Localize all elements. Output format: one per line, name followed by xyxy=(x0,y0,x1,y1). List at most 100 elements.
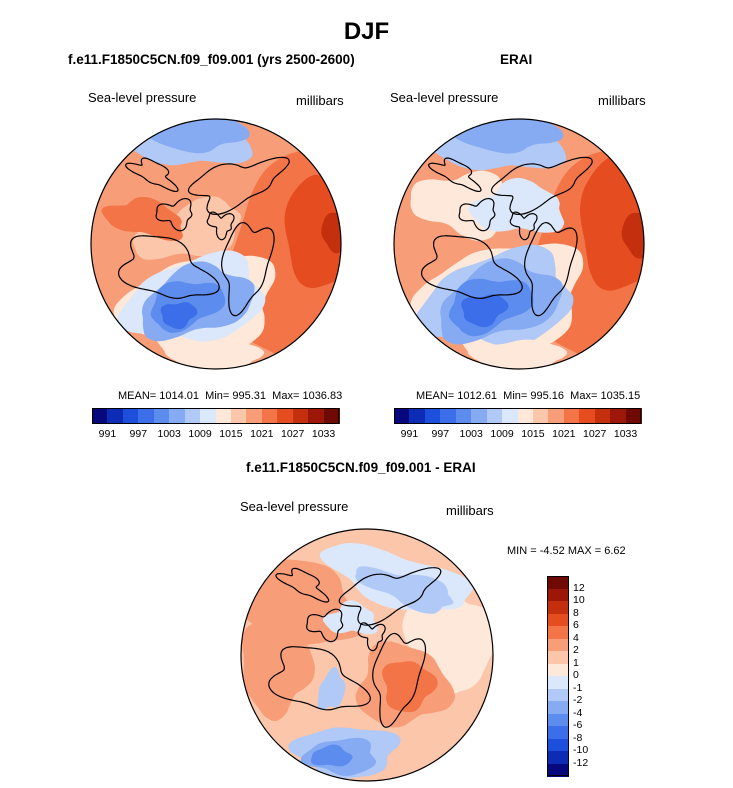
panel-2-map-coastline xyxy=(421,235,523,299)
panel-2-map-contour-region xyxy=(468,177,565,233)
panel-2-min-value: 995.16 xyxy=(530,390,565,402)
panel-3-map-outline xyxy=(240,528,494,782)
panel-3-colorbar-cell xyxy=(547,576,569,589)
panel-2-colorbar-cell xyxy=(394,408,410,424)
panel-2-colorbar-tick-label: 1015 xyxy=(521,428,545,440)
panel-1-colorbar-cell xyxy=(138,408,155,424)
panel-3-colorbar-tick-label: -8 xyxy=(573,731,583,744)
panel-3-colorbar-tick-label: -10 xyxy=(573,744,589,756)
panel-1-map-coastline xyxy=(155,197,193,232)
panel-3-colorbar-cell xyxy=(547,663,569,677)
panel-2-polar-map xyxy=(393,118,645,370)
panel-2-min-label: Min= xyxy=(503,390,528,402)
panel-1-colorbar-tick-label: 1021 xyxy=(250,428,274,440)
panel-1-stats: MEAN= 1014.01 Min= 995.31 Max= 1036.83 xyxy=(118,390,342,402)
panel-1-variable-label: Sea-level pressure xyxy=(88,90,197,105)
panel-1-colorbar: 991 997 1003 1009 1015 1021 1027 1033 xyxy=(92,408,340,440)
panel-1-colorbar-cell xyxy=(261,408,278,424)
panel-3-map-coastline xyxy=(306,608,344,643)
panel-2-colorbar-cell xyxy=(517,408,534,424)
panel-2-colorbar: 991 997 1003 1009 1015 1021 1027 1033 xyxy=(394,408,642,440)
panel-3-colorbar-tick-label: 12 xyxy=(573,581,585,594)
panel-3-variable-label: Sea-level pressure xyxy=(240,499,349,514)
panel-1-map-coastline xyxy=(125,157,179,193)
panel-1-map-coastline xyxy=(206,211,235,241)
panel-1-map-coastline xyxy=(187,156,290,216)
panel-3-colorbar-cell xyxy=(547,713,569,727)
panel-1-map-contour-region xyxy=(321,212,341,254)
panel-3-map-coastline xyxy=(275,567,330,603)
panel-2-colorbar-cell xyxy=(424,408,441,424)
panel-2-colorbar-tick-label: 1003 xyxy=(459,428,483,440)
panel-1-map-contour-region xyxy=(143,119,250,154)
panel-1-colorbar-cell xyxy=(292,408,309,424)
panel-2-colorbar-cell xyxy=(532,408,549,424)
panel-1-title: f.e11.F1850C5CN.f09_f09.001 (yrs 2500-26… xyxy=(68,52,355,67)
panel-2-max-label: Max= xyxy=(570,390,598,402)
panel-2-units-label: millibars xyxy=(598,93,646,108)
panel-2-stats: MEAN= 1012.61 Min= 995.16 Max= 1035.15 xyxy=(416,390,640,402)
panel-3-colorbar-tick-label: 0 xyxy=(573,669,579,681)
panel-3-colorbar-tick-label: -1 xyxy=(573,681,583,694)
panel-2-colorbar-cell xyxy=(579,408,596,424)
panel-3-map-contour-region xyxy=(322,600,378,635)
panel-1-colorbar-tick-label: 1015 xyxy=(219,428,243,440)
panel-3-units-label: millibars xyxy=(446,503,494,518)
panel-2-colorbar-cell xyxy=(440,408,457,424)
panel-2-title: ERAI xyxy=(500,52,533,67)
panel-1-min-label: Min= xyxy=(205,390,230,402)
panel-2-map-contour-region xyxy=(446,119,564,154)
panel-3-map-coastline xyxy=(268,646,371,711)
panel-1-map-outline xyxy=(90,118,342,370)
panel-1-colorbar-frame xyxy=(92,408,339,424)
panel-3-map-contour-region xyxy=(317,667,346,711)
panel-2-colorbar-frame xyxy=(394,408,641,424)
panel-1-colorbar-tick-label: 1009 xyxy=(188,428,212,440)
panel-1-colorbar-tick-label: 997 xyxy=(129,428,148,440)
panel-3-colorbar-tick-label: -2 xyxy=(573,694,583,706)
panel-2-colorbar-tick-label: 1021 xyxy=(552,428,576,440)
panel-3-max-label: MAX = xyxy=(567,545,602,557)
panel-3-colorbar-tick-label: -4 xyxy=(573,706,583,719)
panel-2-colorbar-cell xyxy=(563,408,580,424)
panel-3-colorbar-tick-label: 4 xyxy=(573,631,579,644)
panel-3-colorbar-cell xyxy=(547,676,569,689)
panel-2-map-contour-region xyxy=(621,212,644,259)
panel-3-colorbar-cell xyxy=(547,763,569,777)
panel-1-colorbar-cell xyxy=(246,408,263,424)
panel-3-colorbar-tick-label: 1 xyxy=(573,656,579,669)
panel-1-max-label: Max= xyxy=(272,390,300,402)
panel-1-units-label: millibars xyxy=(296,93,344,108)
panel-2-colorbar-cell xyxy=(409,408,426,424)
panel-1-colorbar-cell xyxy=(215,408,232,424)
panel-1-colorbar-cell xyxy=(122,408,139,424)
panel-2-map-contour-region xyxy=(580,156,644,291)
panel-2-map-coastline xyxy=(490,156,593,216)
panel-3-map-coastline xyxy=(372,632,427,728)
panel-3-map-contour-region xyxy=(382,661,438,713)
panel-3-map-coastline xyxy=(357,622,386,652)
panel-1-map-coastline xyxy=(118,235,220,299)
panel-2-colorbar-tick-label: 997 xyxy=(431,428,450,440)
panel-1-colorbar-cell xyxy=(184,408,201,424)
panel-3-colorbar-cell xyxy=(547,751,569,764)
panel-3-colorbar-tick-label: 2 xyxy=(573,644,579,656)
panel-2-map-outline xyxy=(393,118,645,370)
panel-1-polar-map xyxy=(90,118,342,370)
panel-2-map-coastline xyxy=(509,211,538,241)
panel-3-colorbar-tick-label: 8 xyxy=(573,606,579,619)
panel-2-map-coastline xyxy=(524,221,578,317)
panel-1-mean-label: MEAN= xyxy=(118,390,157,402)
panel-1-mean-value: 1014.01 xyxy=(159,390,200,402)
panel-2-mean-value: 1012.61 xyxy=(457,390,498,402)
panel-2-colorbar-tick-label: 1027 xyxy=(583,428,607,440)
panel-1-colorbar-tick-label: 1003 xyxy=(157,428,181,440)
panel-3-colorbar-cell xyxy=(547,626,569,639)
panel-3-colorbar-cell xyxy=(547,726,569,739)
panel-2-colorbar-cell xyxy=(625,408,642,424)
panel-3-colorbar-tick-label: -6 xyxy=(573,719,583,731)
panel-3-stats: MIN = -4.52 MAX = 6.62 xyxy=(507,545,626,557)
panel-2-map-coastline xyxy=(428,157,482,193)
panel-2-colorbar-tick-label: 1033 xyxy=(613,428,638,440)
panel-1-colorbar-cell xyxy=(308,408,325,424)
